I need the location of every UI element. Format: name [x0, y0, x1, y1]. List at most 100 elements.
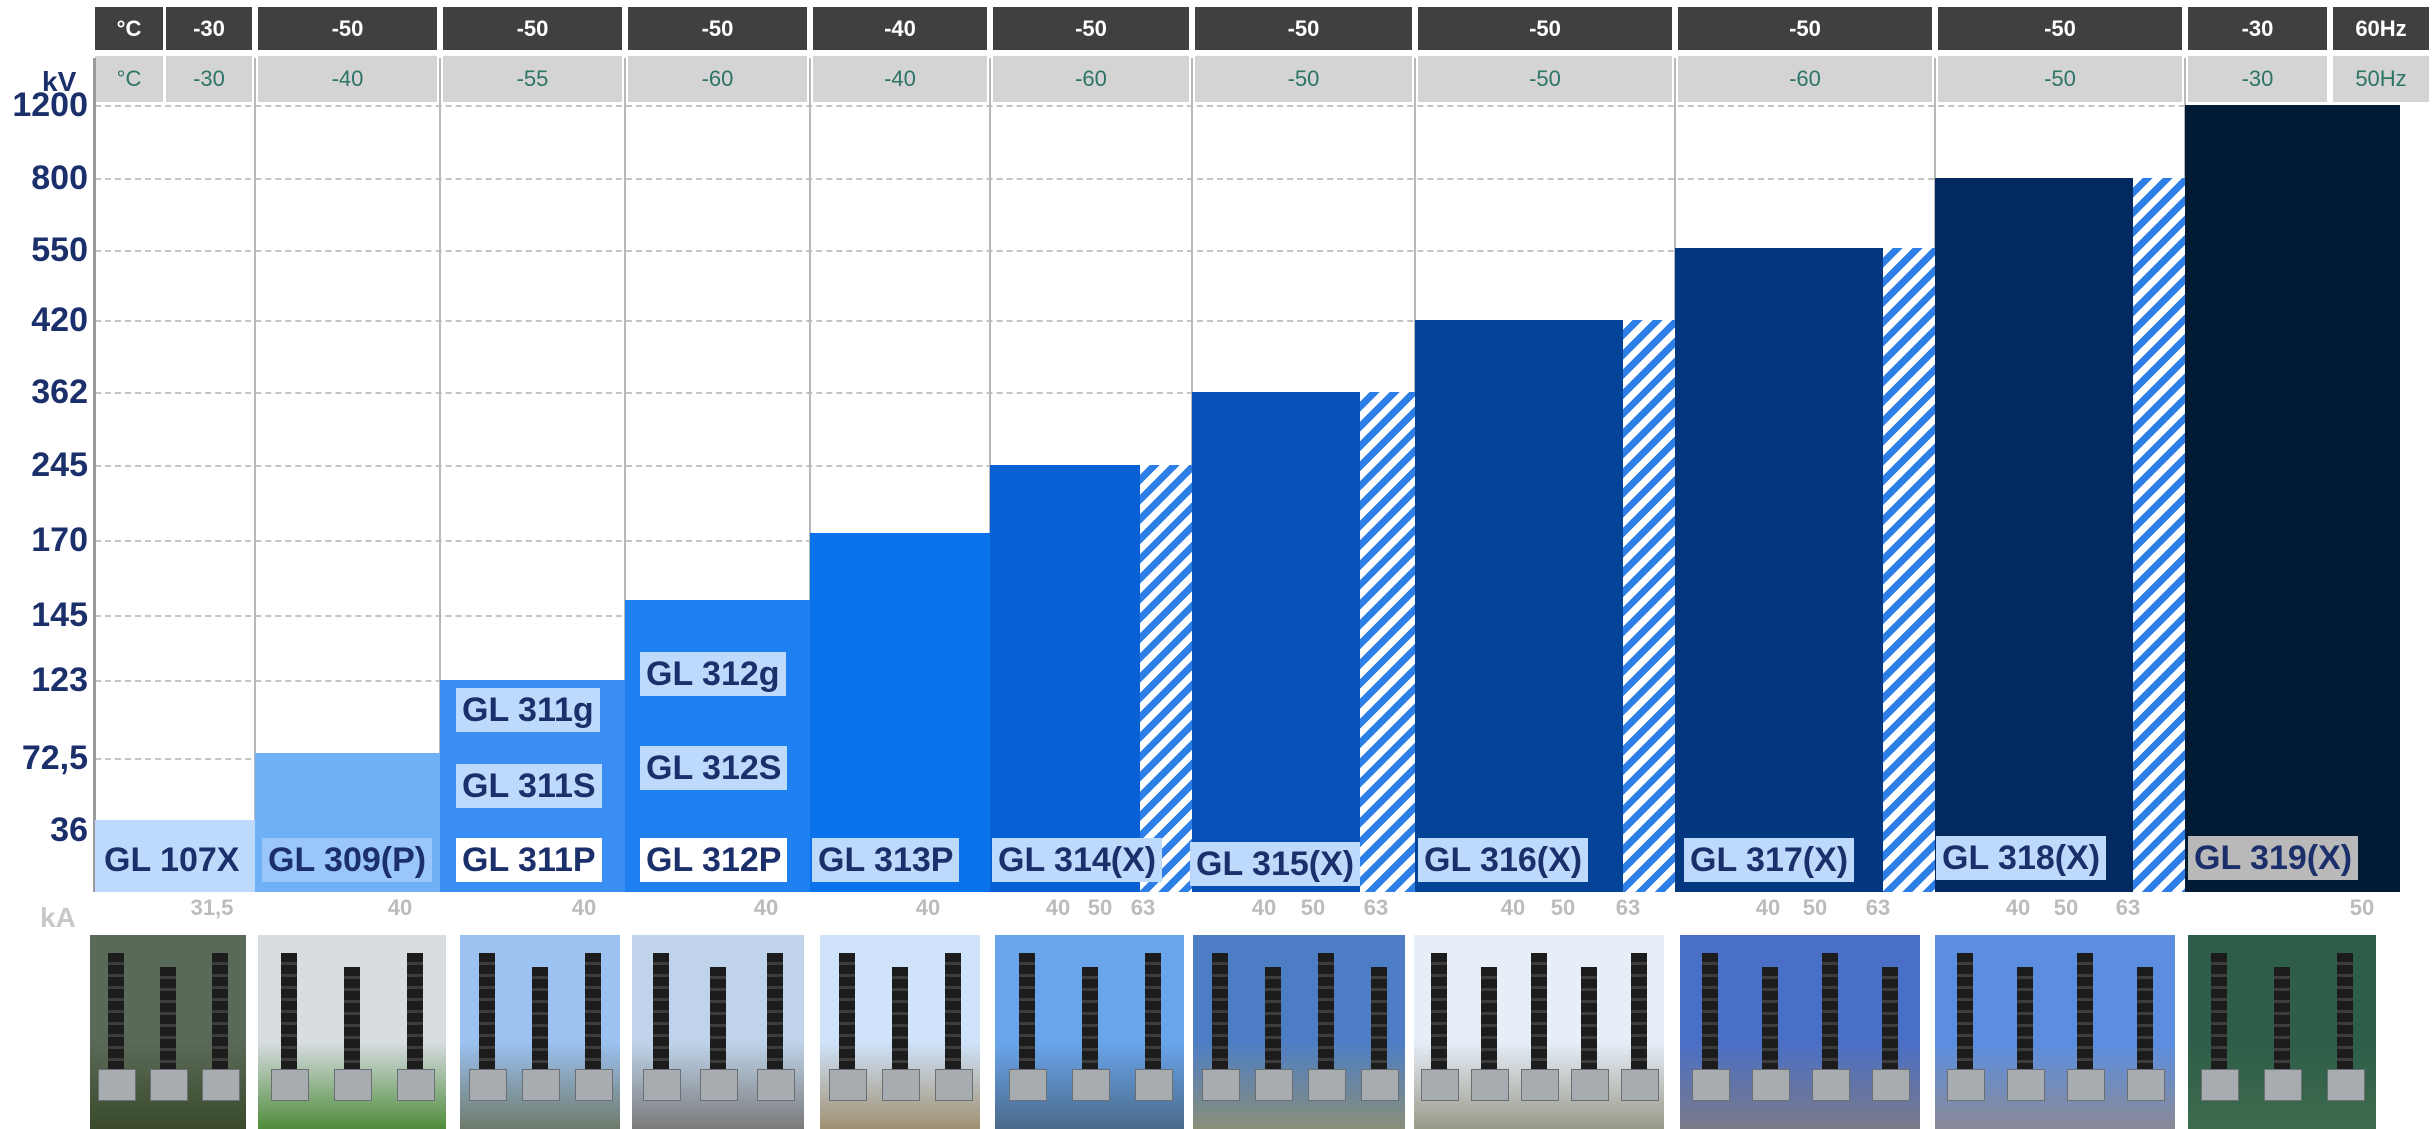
mechanism-box [1571, 1069, 1609, 1101]
row-60hz-temp-cell: -30 [2188, 7, 2327, 50]
equipment-photo [1935, 935, 2175, 1129]
insulator-column [1702, 953, 1718, 1087]
bar-label: GL 312g [640, 652, 786, 696]
insulator-column [767, 953, 783, 1087]
column-divider [439, 58, 441, 892]
y-tick-label: 245 [31, 446, 88, 484]
mechanism-box [882, 1069, 920, 1101]
mechanism-box [935, 1069, 973, 1101]
y-axis-unit-label: kV [42, 66, 77, 97]
bar-label: GL 318(X) [1936, 836, 2107, 880]
equipment-photo [1680, 935, 1920, 1129]
mechanism-box [1308, 1069, 1346, 1101]
bar-gl-316-x- [1415, 320, 1623, 892]
insulator-column [1145, 953, 1161, 1087]
bar-label: GL 314(X) [992, 838, 1163, 882]
mechanism-box [2127, 1069, 2165, 1101]
row-60hz-frequency-cell: 60Hz [2333, 7, 2429, 50]
y-tick-label: 36 [50, 811, 88, 849]
y-tick-label: 145 [31, 596, 88, 634]
breaking-current-label: 50 [1300, 895, 1326, 920]
row-50hz-frequency-cell: 50Hz [2333, 56, 2429, 102]
equipment-photo [2188, 935, 2376, 1129]
row-60hz-temp-cell: -50 [1195, 7, 1412, 50]
equipment-photo [1414, 935, 1664, 1129]
y-axis-line [93, 58, 96, 892]
column-divider [809, 58, 811, 892]
y-tick-label: 550 [31, 231, 88, 269]
mechanism-box [1872, 1069, 1910, 1101]
row-60hz-temp-cell: -50 [443, 7, 622, 50]
insulator-column [1481, 967, 1497, 1101]
y-tick-label: 123 [31, 661, 88, 699]
insulator-column [2211, 953, 2227, 1087]
mechanism-box [700, 1069, 738, 1101]
bar-label: GL 319(X) [2188, 836, 2359, 880]
row-50hz-temp-cell: -60 [993, 56, 1189, 102]
insulator-column [407, 953, 423, 1087]
row-50hz-temp-cell: -60 [1678, 56, 1932, 102]
mechanism-box [1692, 1069, 1730, 1101]
mechanism-box [271, 1069, 309, 1101]
mechanism-box [469, 1069, 507, 1101]
row-60hz-temp-cell: -50 [1678, 7, 1932, 50]
bar-label: GL 309(P) [262, 838, 433, 882]
row-60hz-temp-cell: -40 [813, 7, 987, 50]
row-60hz-temp-cell: -50 [1418, 7, 1672, 50]
current-axis-unit-label: kA [40, 902, 76, 933]
bar-label: GL 316(X) [1418, 838, 1589, 882]
y-tick-label: 362 [31, 373, 88, 411]
row-50hz-temp-cell: -40 [813, 56, 987, 102]
bar-extension-hatch [1623, 320, 1675, 892]
equipment-photo [820, 935, 980, 1129]
y-tick-label: 800 [31, 159, 88, 197]
mechanism-box [575, 1069, 613, 1101]
breaking-current-label: 40 [1500, 895, 1526, 920]
y-tick-label: 420 [31, 301, 88, 339]
insulator-column [1431, 953, 1447, 1087]
insulator-column [281, 953, 297, 1087]
mechanism-box [757, 1069, 795, 1101]
insulator-column [2077, 953, 2093, 1087]
equipment-photo [995, 935, 1184, 1129]
breaking-current-label: 40 [1045, 895, 1071, 920]
mechanism-box [397, 1069, 435, 1101]
equipment-photo [90, 935, 246, 1129]
equipment-photo [460, 935, 620, 1129]
bar-label: GL 311P [456, 838, 602, 882]
mechanism-box [202, 1069, 240, 1101]
mechanism-box [1812, 1069, 1850, 1101]
insulator-column [160, 967, 176, 1101]
equipment-photo [1193, 935, 1405, 1129]
insulator-column [1631, 953, 1647, 1087]
bar-label: GL 313P [812, 838, 960, 882]
insulator-column [2017, 967, 2033, 1101]
insulator-column [212, 953, 228, 1087]
insulator-column [1882, 967, 1898, 1101]
insulator-column [1212, 953, 1228, 1087]
bar-gl-318-x- [1935, 178, 2133, 892]
mechanism-box [98, 1069, 136, 1101]
insulator-column [585, 953, 601, 1087]
row-50hz-temp-cell: -50 [1938, 56, 2182, 102]
gridline [95, 320, 2395, 322]
insulator-column [945, 953, 961, 1087]
mechanism-box [1521, 1069, 1559, 1101]
mechanism-box [1421, 1069, 1459, 1101]
mechanism-box [2327, 1069, 2365, 1101]
breaking-current-label: 63 [2115, 895, 2141, 920]
row-60hz-unit-cell: °C [95, 7, 163, 50]
mechanism-box [1947, 1069, 1985, 1101]
insulator-column [1822, 953, 1838, 1087]
breaking-current-label: 63 [1130, 895, 1156, 920]
mechanism-box [2264, 1069, 2302, 1101]
bar-label: GL 311S [456, 764, 602, 808]
bar-extension-hatch [1360, 392, 1415, 892]
bar-gl-314-x- [990, 465, 1140, 892]
breaking-current-label: 63 [1363, 895, 1389, 920]
mechanism-box [1752, 1069, 1790, 1101]
breaking-current-label: 63 [1615, 895, 1641, 920]
insulator-column [892, 967, 908, 1101]
row-50hz-temp-cell: -50 [1418, 56, 1672, 102]
mechanism-box [1255, 1069, 1293, 1101]
